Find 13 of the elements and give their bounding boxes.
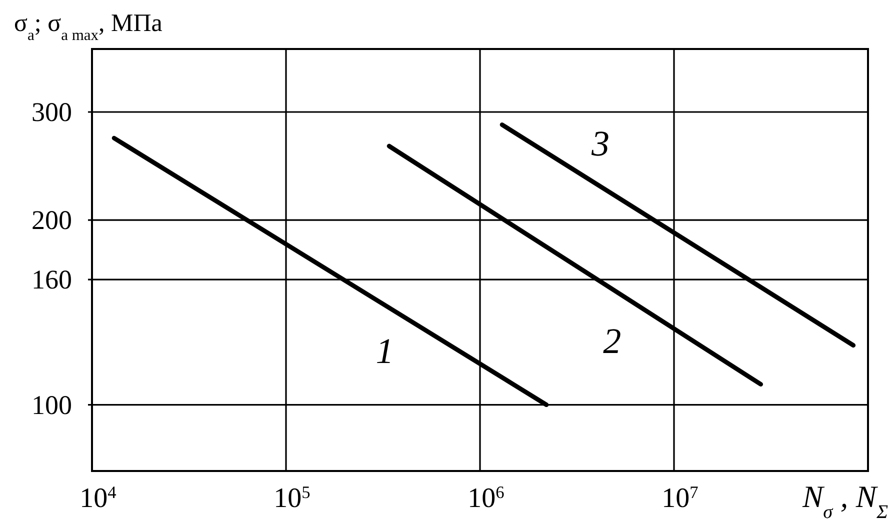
x-tick-label: 10$^{6}$ (468, 482, 505, 514)
y-axis-title: σ$_{a}$; σ$_{a max}$, МПа (14, 10, 162, 44)
y-tick-label: 100 (32, 390, 72, 420)
x-tick-label: 10$^{7}$ (662, 482, 699, 514)
series-label: 1 (376, 331, 394, 372)
y-tick-label: 200 (32, 205, 72, 236)
series-label: 3 (590, 124, 610, 164)
y-tick-label: 300 (32, 97, 72, 127)
x-tick-label: 10$^{5}$ (274, 482, 310, 514)
x-tick-label: 10$^{4}$ (80, 482, 117, 514)
y-tick-label: 160 (32, 264, 72, 295)
series-label: 2 (603, 320, 622, 361)
x-axis-title: N$_{σ}$ , N$_{Σ}$ (801, 479, 889, 519)
